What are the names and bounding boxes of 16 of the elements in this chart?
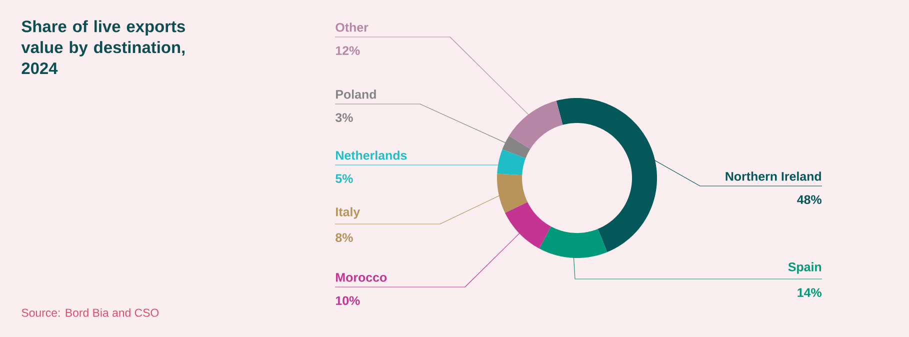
data-label: 10%: [336, 296, 360, 306]
slice-label: Morocco: [336, 273, 387, 282]
data-label: 3%: [335, 113, 353, 122]
data-label: 14%: [798, 288, 822, 297]
data-label: 5%: [336, 174, 353, 183]
slice-label: Other: [336, 22, 368, 32]
source-note: Source: Bord Bia and CSO: [22, 308, 159, 317]
text: Share of live exports value by destination, 2024: [21, 20, 185, 74]
data-label: 48%: [797, 195, 822, 204]
slice-label: Poland: [336, 90, 376, 99]
slice-label: Northern Ireland: [726, 172, 821, 181]
data-label: 8%: [336, 233, 353, 242]
data-label: 12%: [336, 46, 360, 55]
slice-label: Spain: [788, 262, 822, 274]
slice-label: Netherlands: [336, 150, 407, 160]
slice-label: Italy: [336, 207, 360, 219]
